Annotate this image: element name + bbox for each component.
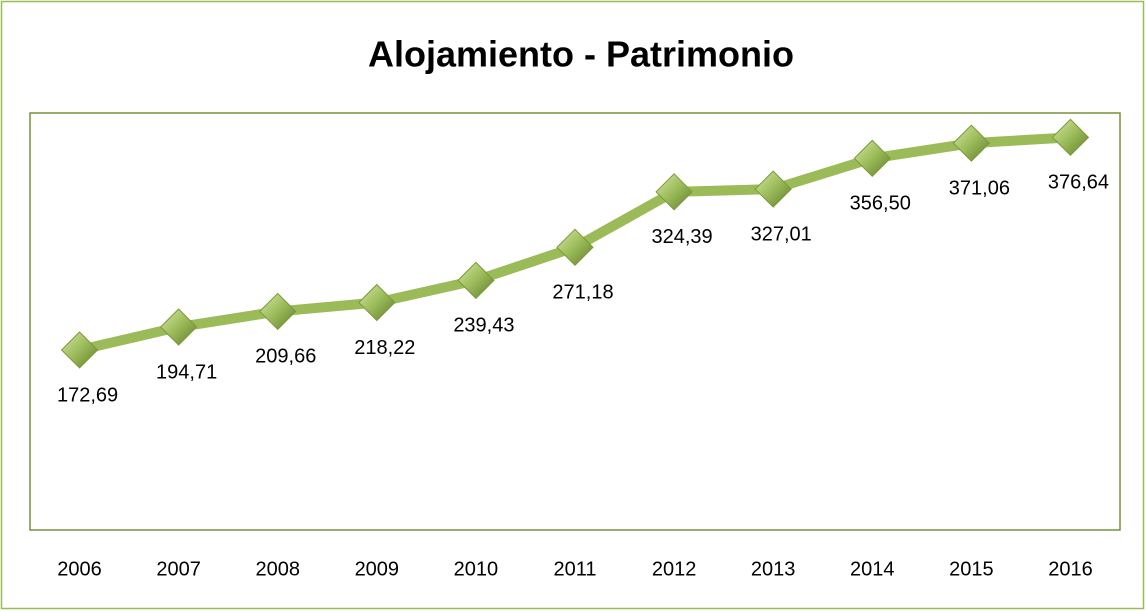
data-label: 239,43 [453, 315, 514, 337]
x-tick-label: 2010 [454, 558, 499, 580]
data-label: 271,18 [552, 282, 613, 304]
x-tick-label: 2012 [652, 558, 697, 580]
marker [358, 283, 396, 322]
x-tick-label: 2006 [57, 558, 102, 580]
data-label: 327,01 [751, 223, 812, 245]
marker [556, 228, 594, 267]
x-tick-label: 2008 [255, 558, 300, 580]
marker [1051, 118, 1090, 157]
marker [259, 292, 297, 331]
marker [754, 170, 792, 208]
data-label: 218,22 [354, 337, 415, 359]
plot-area [29, 112, 1121, 531]
marker [457, 261, 495, 300]
x-tick-label: 2011 [553, 558, 596, 580]
data-label: 371,06 [949, 177, 1010, 199]
x-tick-label: 2007 [156, 558, 201, 580]
x-tick-label: 2014 [850, 558, 895, 580]
marker [655, 173, 693, 211]
data-label: 376,64 [1048, 172, 1109, 194]
x-tick-label: 2009 [355, 558, 400, 580]
marker [159, 308, 198, 346]
x-tick-label: 2016 [1048, 558, 1093, 580]
marker [853, 139, 891, 178]
x-tick-label: 2013 [751, 558, 796, 580]
x-tick-label: 2015 [949, 558, 994, 580]
data-label: 194,71 [156, 361, 217, 383]
marker [60, 331, 99, 369]
data-label: 209,66 [255, 346, 316, 368]
marker [952, 124, 991, 162]
data-label: 324,39 [652, 226, 713, 248]
data-label: 172,69 [57, 384, 118, 406]
chart-title: Alojamiento - Patrimonio [368, 34, 794, 75]
data-label: 356,50 [850, 193, 911, 215]
